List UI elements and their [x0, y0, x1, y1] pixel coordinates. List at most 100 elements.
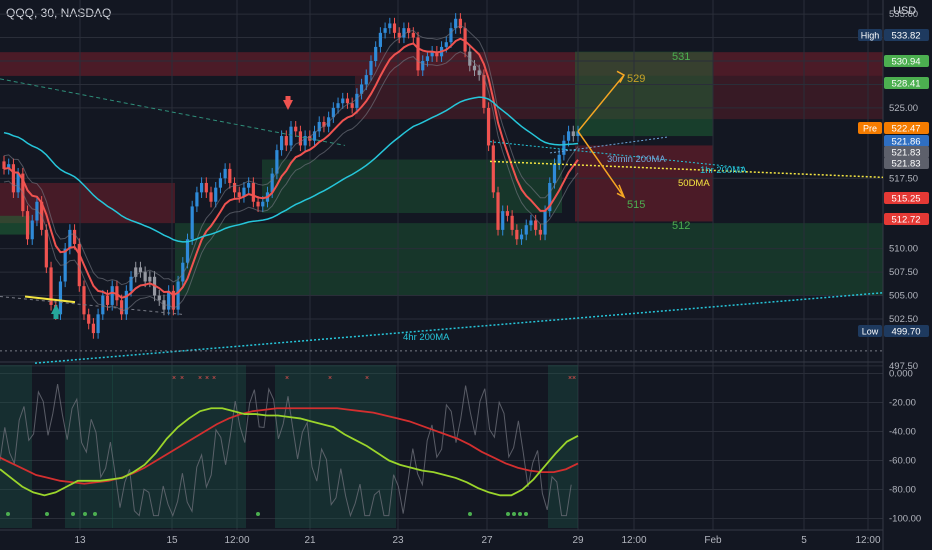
hr1-200ma-line	[489, 141, 746, 169]
candle-body	[25, 211, 30, 240]
oscillator-signal-dot	[45, 512, 49, 516]
candle-body	[134, 267, 138, 277]
oscillator-top-marker: ×	[572, 375, 576, 382]
candle-body	[317, 121, 321, 132]
annotation-50dma: 50DMA	[678, 178, 710, 189]
oscillator-signal-dot	[518, 512, 522, 516]
candle-body	[251, 182, 255, 202]
candle-body	[322, 121, 326, 127]
candle-body	[383, 28, 387, 33]
candle-body	[435, 51, 439, 57]
oscillator-raw-line	[0, 384, 572, 518]
currency-label[interactable]: USD	[893, 5, 917, 17]
candle-body	[425, 56, 430, 61]
candle-body	[256, 201, 260, 207]
annotation-1hr-200ma: 1hr 200MA	[700, 165, 747, 176]
candle-body	[96, 314, 100, 334]
oscillator-top-marker: ×	[180, 375, 184, 382]
support-trend-dashed	[0, 295, 183, 315]
target-box-down	[575, 145, 713, 222]
candle-body	[228, 168, 232, 183]
price-label-tag-text: Pre	[863, 124, 877, 134]
price-label-value: 521.83	[891, 148, 920, 159]
candle-body	[77, 243, 81, 287]
oscillator-signal-dot	[93, 512, 97, 516]
price-axis-label: 497.50	[889, 361, 918, 372]
oscillator-signal-dot	[506, 512, 510, 516]
candle-body	[303, 136, 307, 146]
candle-body	[167, 290, 171, 310]
price-label-tag	[858, 122, 882, 134]
candle-body	[458, 18, 462, 29]
price-label-box	[884, 122, 929, 134]
candle-body	[543, 211, 547, 235]
candle-body	[552, 164, 557, 183]
price-label-value: 521.86	[891, 137, 920, 148]
candle-body	[566, 131, 571, 141]
oscillator-top-marker: ×	[172, 375, 176, 382]
price-axis-label: 505.00	[889, 291, 918, 302]
oscillator-signal-dot	[71, 512, 75, 516]
candle-body	[298, 131, 303, 146]
oscillator-shade	[65, 365, 113, 528]
candle-body	[557, 154, 561, 165]
candle-body	[407, 28, 411, 33]
candle-body	[44, 229, 48, 268]
candle-body	[242, 187, 246, 198]
candle-body	[350, 103, 354, 108]
candle-body	[294, 126, 298, 132]
candle-body	[359, 84, 364, 94]
ema-line	[3, 37, 579, 299]
candle-body	[58, 281, 63, 315]
resistance-zone	[0, 52, 883, 76]
oscillator-signal-dot	[512, 512, 516, 516]
candle-body	[491, 145, 495, 193]
oscillator-axis-label: 0.000	[889, 368, 913, 379]
oscillator-top-marker: ×	[205, 375, 209, 382]
low-marker-line	[24, 295, 76, 304]
target-label-515: 515	[627, 199, 645, 211]
oscillator-shade	[275, 365, 396, 528]
candle-body	[355, 93, 359, 108]
candle-body	[505, 211, 510, 216]
price-axis-label: 507.50	[889, 267, 918, 278]
price-label-box	[884, 135, 929, 147]
candle-body	[534, 220, 538, 230]
trend-line-dashed	[0, 78, 346, 146]
candle-body	[11, 164, 16, 193]
time-axis-label: Feb	[704, 535, 722, 546]
candle-body	[270, 173, 274, 193]
ema-band-lower	[3, 51, 579, 312]
candle-body	[331, 107, 335, 118]
candle-body	[369, 60, 373, 76]
oscillator-axis-label: -20.00	[889, 397, 916, 408]
candle-body	[289, 126, 293, 146]
time-axis-label: 23	[392, 535, 404, 546]
arrow-up-head	[616, 70, 626, 83]
price-axis-label: 517.50	[889, 173, 918, 184]
candle-body	[416, 37, 420, 71]
candle-body	[195, 192, 199, 207]
candle-body	[430, 51, 434, 57]
up-signal-icon	[51, 304, 61, 314]
candle-body	[501, 211, 505, 230]
oscillator-green-line	[0, 407, 579, 497]
price-label-box	[884, 55, 929, 67]
down-signal-icon	[283, 100, 293, 110]
annotation-30min-200ma: 30min 200MA	[607, 154, 666, 165]
candle-body	[7, 164, 11, 169]
candle-body	[279, 136, 284, 151]
target-label-531: 531	[672, 51, 690, 63]
candle-body	[421, 60, 425, 71]
target-label-529: 529	[627, 73, 645, 85]
candle-body	[449, 28, 453, 43]
candle-body	[284, 136, 288, 146]
candle-body	[82, 286, 86, 315]
oscillator-red-line	[0, 407, 579, 485]
candle-body	[345, 98, 350, 104]
candle-body	[472, 65, 477, 71]
time-axis-label: 12:00	[621, 535, 646, 546]
time-axis-label: 21	[304, 535, 316, 546]
up-signal-icon-stem	[53, 313, 59, 319]
